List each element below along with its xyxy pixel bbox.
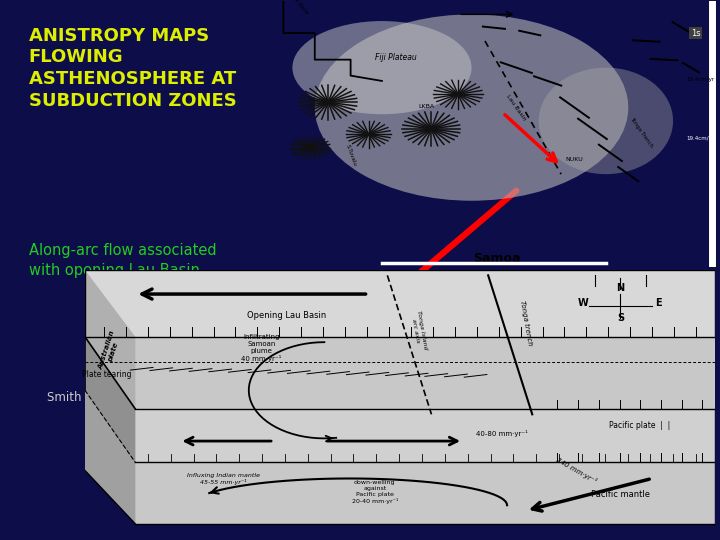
Polygon shape (135, 462, 715, 524)
Text: Pacific plate  |  |: Pacific plate | | (608, 421, 670, 430)
Text: 19.4cm/yr: 19.4cm/yr (686, 136, 714, 140)
Text: Opening Lau Basin: Opening Lau Basin (247, 311, 326, 320)
Ellipse shape (539, 68, 673, 174)
Text: Influxing Indian mantle
45-55 mm·yr⁻¹: Influxing Indian mantle 45-55 mm·yr⁻¹ (187, 473, 260, 485)
Text: Along-arc flow associated
with opening Lau Basin: Along-arc flow associated with opening L… (29, 243, 217, 278)
Text: S: S (617, 313, 624, 323)
Text: ANISTROPY MAPS
FLOWING
ASTHENOSPHERE AT
SUBDUCTION ZONES: ANISTROPY MAPS FLOWING ASTHENOSPHERE AT … (29, 27, 237, 110)
Text: Fiji Fracture Zone: Fiji Fracture Zone (275, 0, 310, 16)
Text: Tonga trench: Tonga trench (519, 300, 533, 346)
Polygon shape (85, 270, 135, 409)
Text: 1s: 1s (690, 29, 701, 37)
Ellipse shape (315, 15, 629, 201)
Text: S.Tuvalu: S.Tuvalu (344, 144, 357, 167)
Text: Samoa: Samoa (473, 252, 521, 265)
Text: Pacific mantle: Pacific mantle (591, 490, 650, 499)
Text: 40-80 mm·yr⁻¹: 40-80 mm·yr⁻¹ (475, 430, 528, 437)
Text: W: W (577, 298, 588, 308)
Text: NUKU: NUKU (566, 157, 583, 162)
Text: E: E (655, 298, 662, 308)
Text: Australian
plate: Australian plate (98, 330, 122, 373)
Polygon shape (85, 270, 715, 337)
Ellipse shape (292, 21, 472, 114)
Text: Infiltrating
Samoan
plume
40 mm·yr⁻¹: Infiltrating Samoan plume 40 mm·yr⁻¹ (241, 334, 282, 362)
Text: Fiji Plateau: Fiji Plateau (374, 52, 416, 62)
Polygon shape (85, 337, 715, 409)
Text: 10.4cm/yr: 10.4cm/yr (686, 77, 714, 82)
Text: Lau Basin: Lau Basin (505, 94, 527, 122)
Text: LKBA: LKBA (419, 104, 435, 109)
Text: 240 mm·yr⁻¹: 240 mm·yr⁻¹ (555, 456, 598, 485)
Text: Plate tearing: Plate tearing (82, 370, 131, 379)
Text: Tonga Island
arc axis: Tonga Island arc axis (410, 310, 428, 351)
Polygon shape (85, 337, 135, 462)
Text: Smith et al., 2001: Smith et al., 2001 (47, 392, 153, 404)
Polygon shape (135, 409, 715, 462)
Text: N: N (616, 284, 624, 293)
Text: down-welling
against
Pacific plate
20-40 mm·yr⁻¹: down-welling against Pacific plate 20-40… (351, 480, 398, 504)
Text: Tonga Trench: Tonga Trench (629, 116, 654, 148)
Polygon shape (85, 390, 135, 524)
